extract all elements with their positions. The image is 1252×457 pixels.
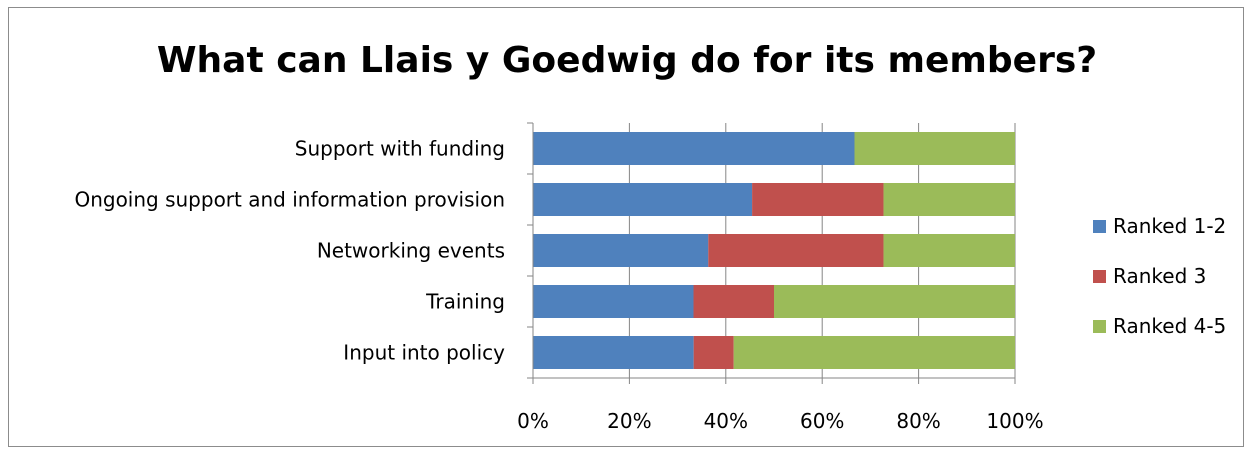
category-labels: Support with funding Ongoing support and … [74, 137, 505, 365]
category-label: Ongoing support and information provisio… [74, 188, 505, 212]
bar-segment [854, 132, 1015, 165]
legend-swatch [1093, 220, 1106, 233]
bar-segment [752, 183, 884, 216]
bar-segment [533, 234, 709, 267]
bar-segment [883, 183, 1015, 216]
bar-segment [533, 183, 753, 216]
legend-swatch [1093, 270, 1106, 283]
x-tick-label: 80% [896, 409, 940, 433]
legend-label: Ranked 4-5 [1113, 314, 1226, 338]
legend-swatch [1093, 320, 1106, 333]
bar-segment [774, 285, 1015, 318]
bar-segment [693, 336, 734, 369]
bar-segment [533, 285, 694, 318]
category-label: Input into policy [343, 341, 505, 365]
x-tick-label: 100% [986, 409, 1043, 433]
legend-label: Ranked 1-2 [1113, 214, 1226, 238]
x-tick-labels: 0% 20% 40% 60% 80% 100% [517, 409, 1043, 433]
x-tick-label: 40% [704, 409, 748, 433]
legend-label: Ranked 3 [1113, 264, 1206, 288]
x-tick-label: 60% [800, 409, 844, 433]
chart-title: What can Llais y Goedwig do for its memb… [157, 40, 1097, 81]
category-label: Networking events [317, 239, 505, 263]
bar-segment [533, 336, 694, 369]
axes [527, 122, 1016, 384]
bar-segment [708, 234, 884, 267]
legend: Ranked 1-2 Ranked 3 Ranked 4-5 [1093, 214, 1226, 338]
chart-frame: What can Llais y Goedwig do for its memb… [8, 7, 1244, 447]
bar-segment [533, 132, 855, 165]
category-label: Support with funding [295, 137, 505, 161]
x-tick-label: 0% [517, 409, 549, 433]
bar-segment [693, 285, 774, 318]
category-label: Training [425, 290, 505, 314]
chart-svg: What can Llais y Goedwig do for its memb… [74, 40, 1226, 433]
bars [533, 132, 1015, 369]
bar-segment [883, 234, 1015, 267]
x-tick-label: 20% [607, 409, 651, 433]
bar-segment [733, 336, 1015, 369]
